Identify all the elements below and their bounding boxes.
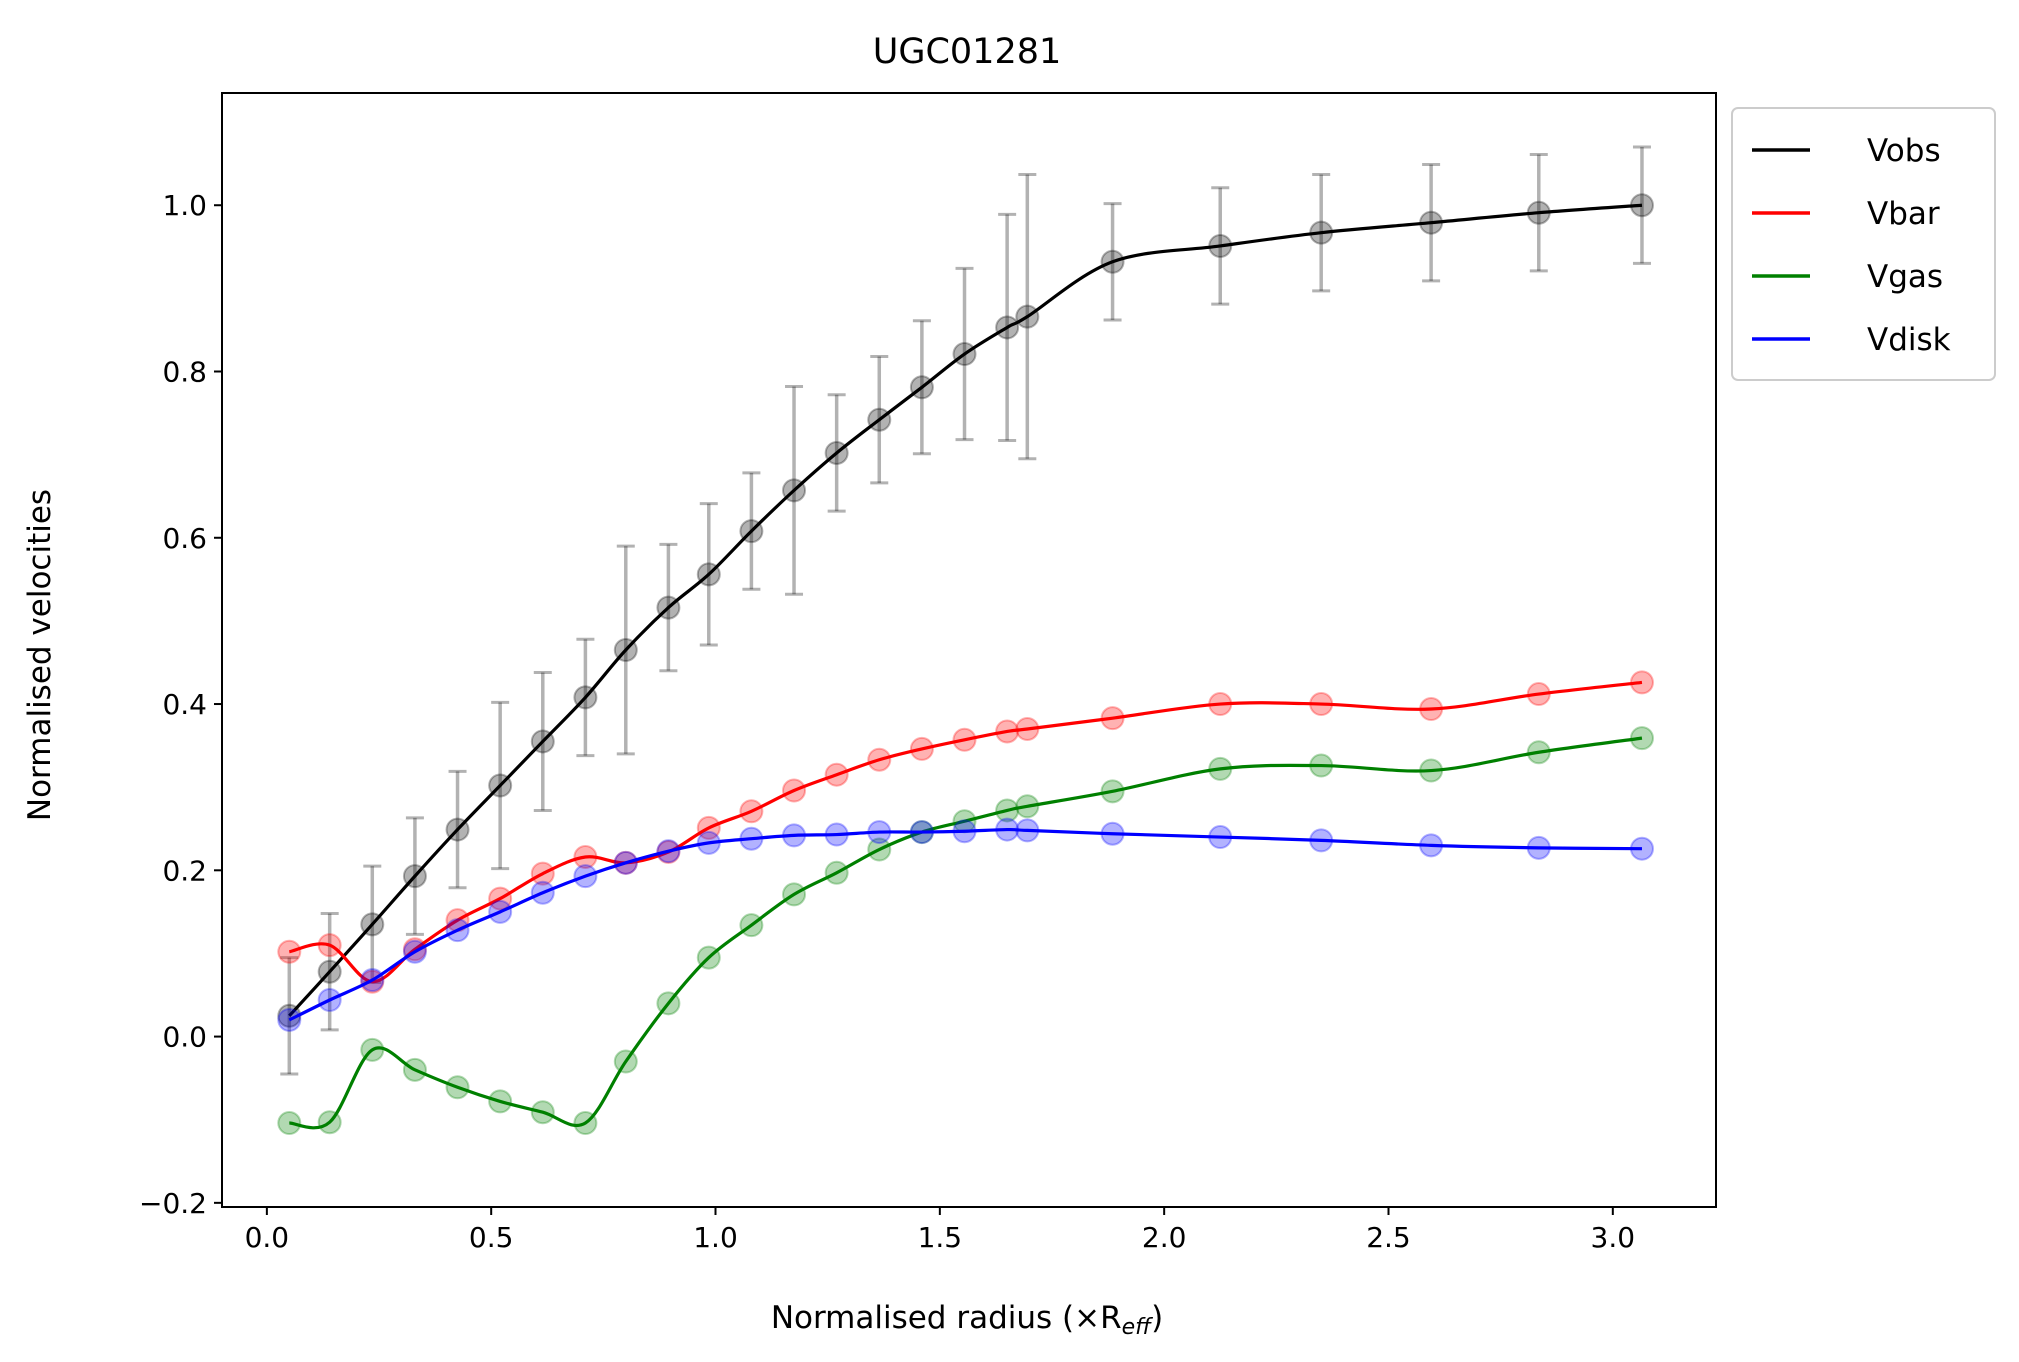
y-axis-label: Normalised velocities [22, 489, 58, 821]
y-tick-label: −0.2 [139, 1187, 207, 1220]
legend-label-vbar: Vbar [1867, 196, 1940, 232]
x-axis-label-close: ) [1151, 1300, 1163, 1336]
series-layer [277, 145, 1654, 1136]
x-tick-label: 1.0 [693, 1221, 738, 1254]
y-axis-label-text: Normalised velocities [22, 489, 58, 821]
axes-layer: 0.0 0.5 1.0 1.5 2.0 2.5 3.0 −0.2 0.0 0.2 0.4 0.6 0.8… [139, 92, 1717, 1254]
legend-label-vgas: Vgas [1867, 259, 1943, 295]
x-tick-label: 0.0 [245, 1221, 290, 1254]
vobs-line [288, 203, 1643, 1017]
x-tick-label: 2.5 [1366, 1221, 1411, 1254]
series-vgas [277, 726, 1654, 1136]
vgas-point [277, 1111, 302, 1136]
vgas-line [289, 736, 1643, 1130]
legend-frame [1731, 107, 1996, 381]
x-tick-label: 3.0 [1591, 1221, 1636, 1254]
x-tick-label: 1.5 [918, 1221, 963, 1254]
x-tick-label: 2.0 [1142, 1221, 1187, 1254]
x-axis-label: Normalised radius (×Reff) [771, 1300, 1163, 1340]
vdisk-line [288, 827, 1642, 1022]
chart-title: UGC01281 [873, 32, 1062, 72]
legend: Vobs Vbar Vgas Vdisk [1731, 107, 1996, 381]
series-vbar [277, 670, 1654, 994]
vbar-point [277, 939, 302, 964]
x-tick-label: 0.5 [469, 1221, 514, 1254]
series-vobs [277, 145, 1654, 1076]
legend-label-vobs: Vobs [1867, 133, 1941, 169]
y-tick-label: 0.2 [162, 854, 207, 887]
plot-frame [221, 92, 1717, 1208]
series-vdisk [277, 817, 1654, 1032]
x-axis-label-subscript: eff [1122, 1315, 1154, 1340]
legend-label-vdisk: Vdisk [1867, 322, 1951, 358]
y-tick-label: 0.8 [162, 356, 207, 389]
y-tick-label: 0.0 [162, 1021, 207, 1054]
x-axis-label-text: Normalised radius (×R [771, 1300, 1122, 1336]
y-tick-label: 1.0 [162, 189, 207, 222]
y-tick-label: 0.6 [162, 522, 207, 555]
y-tick-label: 0.4 [162, 688, 207, 721]
vdisk-point [277, 1007, 302, 1032]
vbar-line [288, 680, 1643, 984]
